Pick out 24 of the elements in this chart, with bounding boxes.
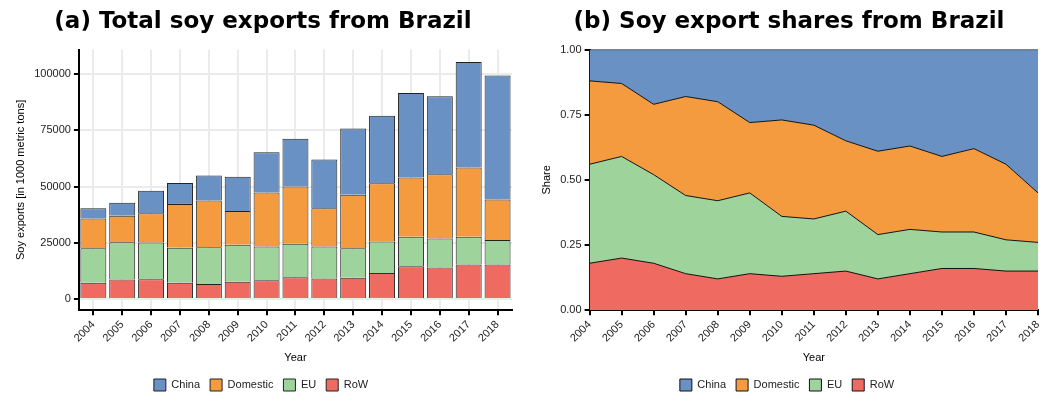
legend-label: EU	[826, 378, 843, 391]
x-axis-title: Year	[802, 351, 826, 364]
y-tick-label: 50000	[40, 179, 71, 192]
y-tick-label: 25000	[40, 235, 71, 248]
legend-label: Domestic	[753, 378, 800, 391]
legend-label: China	[171, 378, 201, 391]
chart-title: (b) Soy export shares from Brazil	[572, 6, 1006, 35]
x-axis-title: Year	[284, 351, 307, 364]
y-tick-label: 0.00	[560, 303, 582, 316]
legend-label: RoW	[869, 378, 895, 391]
y-tick-label: 100000	[34, 67, 71, 80]
y-axis-title: Share	[539, 165, 552, 195]
y-axis-title: Soy exports [in 1000 metric tons]	[13, 99, 26, 260]
y-tick-label: 1.00	[560, 42, 582, 55]
y-tick-label: 75000	[40, 123, 71, 136]
y-tick-label: 0.25	[560, 238, 582, 251]
legend-label: RoW	[343, 378, 369, 391]
y-tick-label: 0.50	[560, 172, 582, 185]
legend-label: Domestic	[227, 378, 274, 391]
y-tick-label: 0.75	[560, 107, 582, 120]
chart-title: (a) Total soy exports from Brazil	[53, 6, 473, 35]
legend-label: EU	[300, 378, 317, 391]
y-tick-label: 0	[64, 291, 71, 304]
legend-label: China	[697, 378, 727, 391]
